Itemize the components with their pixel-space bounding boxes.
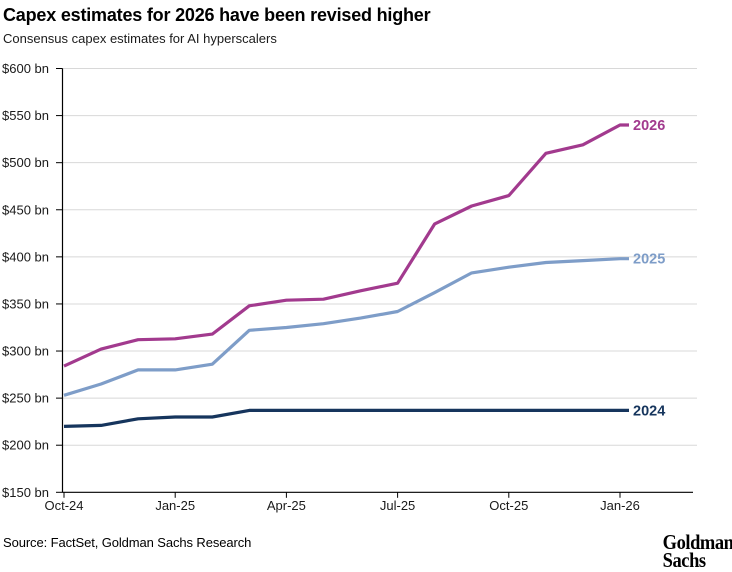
goldman-sachs-logo: Goldman Sachs [663,530,732,571]
x-tick-label: Jan-25 [155,498,195,513]
y-tick-label: $350 bn [2,296,49,311]
source-note: Source: FactSet, Goldman Sachs Research [3,535,252,550]
x-tick-label: Jan-26 [600,498,640,513]
y-tick-label: $300 bn [2,344,49,359]
logo-line-1: Goldman [663,530,732,554]
series-end-label-2025: 2025 [633,252,665,268]
y-tick-label: $600 bn [2,61,49,76]
y-tick-label: $400 bn [2,249,49,264]
x-tick-label: Jul-25 [380,498,415,513]
y-tick-label: $200 bn [2,438,49,453]
chart-title: Capex estimates for 2026 have been revis… [3,5,431,25]
y-tick-label: $150 bn [2,485,49,500]
x-tick-label: Apr-25 [267,498,306,513]
series-line-2024 [63,408,629,428]
y-tick-label: $550 bn [2,108,49,123]
y-tick-label: $250 bn [2,391,49,406]
series-line-2025 [63,257,629,397]
series-end-label-2024: 2024 [633,403,665,419]
series-end-label-2026: 2026 [633,118,665,134]
y-tick-label: $500 bn [2,155,49,170]
x-tick-label: Oct-24 [44,498,83,513]
x-tick-label: Oct-25 [489,498,528,513]
series-line-2026 [63,123,629,368]
chart-subtitle: Consensus capex estimates for AI hypersc… [3,31,277,46]
y-tick-label: $450 bn [2,202,49,217]
